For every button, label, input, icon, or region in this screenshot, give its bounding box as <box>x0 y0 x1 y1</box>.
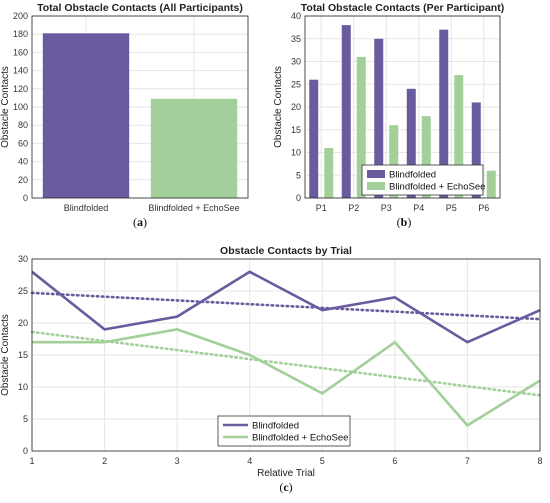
bar <box>374 38 384 198</box>
bar <box>406 88 416 198</box>
y-tick-label: 20 <box>18 175 28 185</box>
x-tick-label: P2 <box>348 203 359 213</box>
x-tick-label: 5 <box>320 456 325 466</box>
bar <box>42 33 130 198</box>
caption: (c) <box>279 480 292 494</box>
panel-a: 0 20 40 60 80 100 120 140 160 180 200 Blindfolded Bl… <box>0 2 249 229</box>
y-tick-label: 180 <box>13 29 28 39</box>
x-tick-label: P5 <box>446 203 457 213</box>
y-tick-label: 0 <box>296 193 301 203</box>
y-tick-label: 60 <box>18 138 28 148</box>
x-tick-label: P4 <box>413 203 424 213</box>
y-axis-label: Obstacle Contacts <box>0 314 11 396</box>
bar <box>454 75 464 198</box>
y-tick-label: 200 <box>13 11 28 21</box>
legend-label: Blindfolded + EchoSee <box>389 182 485 193</box>
chart-title: Obstacle Contacts by Trial <box>220 245 352 257</box>
bar <box>309 79 319 198</box>
legend-swatch <box>367 170 385 178</box>
legend-label: Blindfolded + EchoSee <box>252 433 348 444</box>
y-tick-label: 20 <box>18 318 28 328</box>
y-tick-label: 40 <box>291 11 301 21</box>
x-tick-label: Blindfolded + EchoSee <box>148 203 239 213</box>
bar <box>341 25 351 198</box>
bar <box>421 116 431 198</box>
y-tick-label: 15 <box>18 350 28 360</box>
series-line <box>32 328 541 428</box>
y-tick-label: 80 <box>18 120 28 130</box>
y-tick-label: 25 <box>291 79 301 89</box>
y-tick-label: 10 <box>291 148 301 158</box>
series-line <box>31 270 541 344</box>
bar <box>150 98 238 198</box>
x-tick-label: 4 <box>247 456 252 466</box>
bar <box>389 125 399 198</box>
y-tick-label: 15 <box>291 125 301 135</box>
legend-label: Blindfolded <box>252 421 299 432</box>
y-tick-label: 20 <box>291 102 301 112</box>
plot-frame <box>31 15 249 199</box>
y-tick-label: 100 <box>13 102 28 112</box>
bar <box>324 147 334 198</box>
x-tick-label: 1 <box>29 456 34 466</box>
y-tick-label: 40 <box>18 157 28 167</box>
y-tick-label: 140 <box>13 66 28 76</box>
x-tick-label: 3 <box>175 456 180 466</box>
y-tick-label: 0 <box>23 446 28 456</box>
x-tick-label: P1 <box>316 203 327 213</box>
legend-label: Blindfolded <box>389 170 436 181</box>
y-tick-label: 5 <box>23 414 28 424</box>
y-tick-label: 160 <box>13 47 28 57</box>
y-tick-label: 30 <box>291 57 301 67</box>
bar <box>439 29 449 199</box>
x-axis-label: Relative Trial <box>257 468 315 479</box>
trend-line <box>30 330 542 397</box>
y-tick-label: 30 <box>18 254 28 264</box>
y-tick-label: 25 <box>18 286 28 296</box>
bar <box>356 56 366 199</box>
panel-c: 0 5 10 15 20 25 30 1 2 3 4 5 6 7 8 Relative Trial Obstac… <box>0 245 543 494</box>
y-tick-label: 0 <box>23 193 28 203</box>
legend-swatch <box>367 182 385 190</box>
caption: (b) <box>397 215 412 229</box>
plot-frame <box>31 258 541 452</box>
bar <box>471 102 481 198</box>
y-axis-label: Obstacle Contacts <box>0 66 11 148</box>
caption: (a) <box>133 215 147 229</box>
y-tick-label: 5 <box>296 170 301 180</box>
trend-line <box>30 291 542 321</box>
y-tick-label: 35 <box>291 34 301 44</box>
x-tick-label: P6 <box>478 203 489 213</box>
x-tick-label: 2 <box>102 456 107 466</box>
plot-frame <box>304 15 501 199</box>
panel-b: 0 5 10 15 20 25 30 35 40 P1 P2 P3 P4 P5 P6 Total Obstac… <box>273 2 504 229</box>
x-tick-label: P3 <box>381 203 392 213</box>
x-tick-label: Blindfolded <box>64 203 109 213</box>
y-tick-label: 10 <box>18 382 28 392</box>
x-tick-label: 6 <box>392 456 397 466</box>
y-tick-label: 120 <box>13 84 28 94</box>
y-axis-label: Obstacle Contacts <box>273 66 284 148</box>
bar <box>486 170 496 198</box>
x-tick-label: 7 <box>465 456 470 466</box>
chart-title: Total Obstacle Contacts (All Participant… <box>37 2 243 14</box>
legend-box <box>217 415 351 447</box>
chart-title: Total Obstacle Contacts (Per Participant… <box>301 2 504 14</box>
x-tick-label: 8 <box>537 456 542 466</box>
